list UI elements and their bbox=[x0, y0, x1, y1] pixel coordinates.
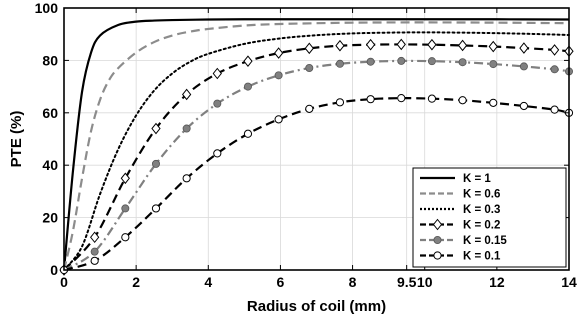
data-point bbox=[182, 124, 191, 133]
data-point bbox=[151, 204, 161, 213]
series-line bbox=[62, 18, 570, 271]
y-tick-label: 80 bbox=[42, 52, 58, 68]
legend-label: K = 1 bbox=[463, 173, 491, 185]
series-line bbox=[62, 21, 570, 271]
data-point bbox=[151, 122, 161, 135]
series-3 bbox=[59, 38, 574, 276]
data-point bbox=[427, 38, 437, 51]
data-point bbox=[489, 98, 498, 107]
data-point bbox=[457, 39, 468, 52]
plot-frame bbox=[63, 7, 570, 271]
data-point bbox=[90, 247, 99, 256]
legend-marker bbox=[433, 235, 442, 244]
data-point bbox=[335, 59, 344, 68]
data-point bbox=[243, 82, 252, 91]
data-point bbox=[212, 67, 222, 80]
legend-label: K = 0.15 bbox=[463, 235, 507, 247]
x-tick-label: 12 bbox=[489, 274, 505, 290]
legend-label: K = 0.2 bbox=[463, 220, 500, 232]
legend-item: K = 0.6 bbox=[420, 189, 500, 201]
data-point bbox=[550, 105, 559, 114]
data-point bbox=[458, 96, 467, 105]
data-point bbox=[519, 62, 528, 71]
data-point bbox=[151, 159, 160, 168]
data-point bbox=[305, 104, 314, 113]
legend-item: K = 0.2 bbox=[420, 218, 500, 232]
y-tick-label: 100 bbox=[35, 0, 59, 16]
data-point bbox=[90, 256, 99, 265]
data-point bbox=[427, 57, 436, 66]
data-point bbox=[243, 55, 253, 67]
y-tick-label: 0 bbox=[50, 262, 58, 278]
data-point bbox=[550, 65, 559, 74]
data-point bbox=[274, 71, 283, 80]
data-point bbox=[519, 42, 529, 54]
y-tick-label: 20 bbox=[42, 210, 58, 226]
legend-marker bbox=[433, 251, 442, 260]
data-point bbox=[121, 204, 130, 213]
data-point bbox=[335, 98, 345, 107]
data-point bbox=[365, 38, 376, 51]
data-point bbox=[90, 231, 100, 244]
x-tick-label: 8 bbox=[349, 274, 357, 290]
x-tick-label: 14 bbox=[561, 274, 577, 290]
data-point bbox=[519, 101, 529, 111]
data-point bbox=[243, 129, 253, 138]
x-tick-label: 0 bbox=[60, 274, 68, 290]
data-point bbox=[274, 115, 283, 124]
x-axis-label: Radius of coil (mm) bbox=[247, 298, 386, 315]
data-point bbox=[396, 38, 406, 51]
data-point bbox=[366, 57, 375, 66]
series-1 bbox=[62, 21, 570, 271]
data-point bbox=[304, 42, 314, 55]
y-tick-label: 40 bbox=[42, 157, 58, 173]
y-axis-label: PTE (%) bbox=[8, 111, 25, 168]
data-point bbox=[182, 174, 191, 183]
legend: K = 1 K = 0.6 K = 0.3 K = 0.2 K = 0.15 K = 0.… bbox=[412, 167, 567, 268]
data-point bbox=[335, 39, 345, 52]
x-tick-label: 10 bbox=[417, 274, 433, 290]
legend-label: K = 0.6 bbox=[463, 189, 500, 201]
data-point bbox=[120, 172, 130, 185]
data-point bbox=[121, 233, 130, 242]
data-point bbox=[397, 56, 406, 65]
legend-item: K = 0.3 bbox=[420, 204, 500, 216]
series-layer bbox=[59, 18, 574, 276]
series-line bbox=[63, 97, 570, 272]
x-tick-label: 2 bbox=[132, 274, 140, 290]
data-point bbox=[213, 149, 222, 158]
legend-box bbox=[412, 167, 567, 268]
data-point bbox=[488, 40, 498, 53]
data-point bbox=[458, 58, 467, 67]
data-point bbox=[305, 63, 314, 72]
series-5 bbox=[59, 94, 574, 275]
legend-label: K = 0.3 bbox=[463, 204, 500, 216]
legend-marker bbox=[432, 218, 443, 231]
data-point bbox=[273, 47, 284, 59]
legend-item: K = 1 bbox=[420, 173, 491, 185]
data-point bbox=[397, 94, 406, 103]
data-point bbox=[549, 44, 560, 56]
data-point bbox=[427, 94, 437, 103]
series-line bbox=[63, 31, 570, 271]
y-tick-label: 60 bbox=[42, 105, 58, 121]
ticks: 0 2 4 6 8 9.5 10 12 14 0 20 40 60 80 100 bbox=[35, 0, 577, 290]
legend-item: K = 0.1 bbox=[420, 251, 501, 263]
series-0 bbox=[62, 18, 570, 271]
data-point bbox=[366, 95, 375, 104]
data-point bbox=[213, 99, 222, 108]
data-point bbox=[489, 60, 498, 69]
x-tick-label: 4 bbox=[204, 274, 212, 290]
x-tick-label: 9.5 bbox=[397, 274, 417, 290]
data-point bbox=[182, 88, 192, 101]
legend-item: K = 0.15 bbox=[420, 235, 507, 247]
legend-label: K = 0.1 bbox=[463, 251, 501, 263]
series-2 bbox=[63, 31, 570, 271]
x-tick-label: 6 bbox=[277, 274, 285, 290]
